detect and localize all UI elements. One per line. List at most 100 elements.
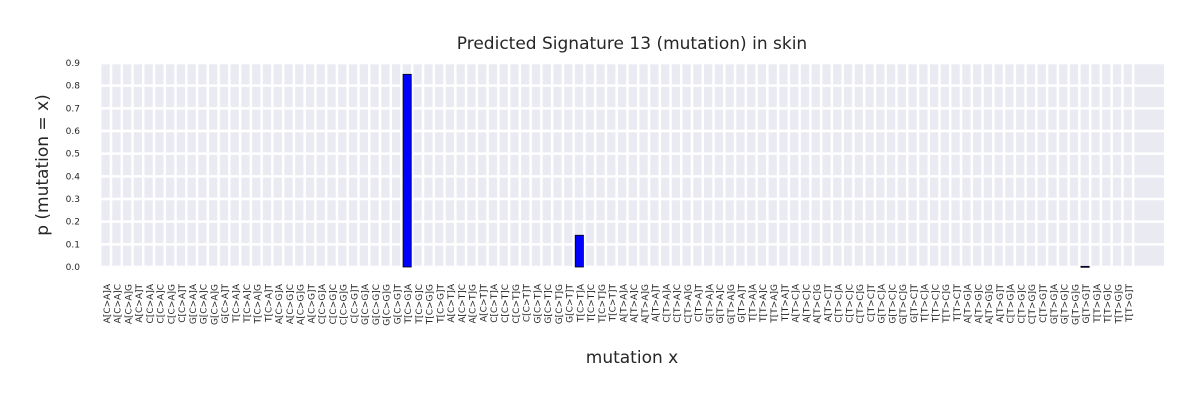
x-tick-label: T[T>C]C xyxy=(931,284,941,323)
x-tick-label: C[T>A]T xyxy=(695,283,705,322)
x-tick-label: C[C>A]G xyxy=(167,284,177,324)
x-tick-label: A[C>A]A xyxy=(103,283,113,323)
x-tick-label: T[C>T]T xyxy=(609,284,619,323)
x-tick-label: A[C>G]T xyxy=(307,284,317,324)
x-tick-label: A[T>C]C xyxy=(802,284,812,323)
y-axis-label: p (mutation = x) xyxy=(33,94,53,236)
x-tick-label: C[T>C]G xyxy=(856,284,866,324)
x-tick-label: G[C>A]G xyxy=(210,284,220,325)
x-tick-label: C[T>G]A xyxy=(1007,283,1017,323)
x-tick-label: T[T>G]A xyxy=(1093,283,1103,324)
y-tick-label: 0.4 xyxy=(66,172,81,182)
x-tick-label: A[C>A]T xyxy=(135,284,145,323)
x-tick-label: T[C>T]C xyxy=(587,284,597,323)
x-tick-label: C[T>C]A xyxy=(835,283,845,323)
x-tick-label: T[T>C]A xyxy=(921,283,931,323)
x-tick-label: G[C>G]T xyxy=(393,284,403,325)
x-tick-label: A[C>G]A xyxy=(275,283,285,324)
y-tick-label: 0.6 xyxy=(66,127,81,137)
x-tick-label: A[T>G]T xyxy=(996,284,1006,323)
x-tick-label: G[T>G]C xyxy=(1061,284,1071,324)
x-tick-label: C[T>C]C xyxy=(845,284,855,323)
x-tick-label: A[C>A]G xyxy=(124,284,134,324)
x-tick-label: T[C>A]A xyxy=(232,283,242,324)
x-tick-label: T[C>A]G xyxy=(254,284,264,325)
x-tick-label: C[T>A]A xyxy=(662,283,672,323)
x-tick-label: T[T>G]C xyxy=(1104,284,1114,324)
x-tick-label: G[C>A]T xyxy=(221,284,231,324)
x-tick-label: C[T>A]C xyxy=(673,284,683,323)
x-tick-label: A[C>T]C xyxy=(458,284,468,323)
x-tick-label: T[T>G]G xyxy=(1114,284,1124,325)
x-tick-labels: A[C>A]A A[C>A]C A[C>A]G A[C>A]T C[C>A]A C[C>A… xyxy=(103,283,1135,326)
x-tick-label: C[C>G]T xyxy=(350,284,360,324)
x-tick-label: A[C>G]C xyxy=(286,284,296,324)
x-tick-label: T[T>C]G xyxy=(942,284,952,324)
x-tick-label: T[T>A]C xyxy=(759,284,769,323)
x-tick-label: G[T>C]A xyxy=(878,283,888,323)
x-tick-label: C[T>G]G xyxy=(1028,284,1038,324)
x-tick-label: G[T>G]G xyxy=(1071,284,1081,325)
x-tick-label: T[C>G]T xyxy=(436,284,446,324)
x-tick-label: A[T>A]C xyxy=(630,284,640,323)
chart-title: Predicted Signature 13 (mutation) in ski… xyxy=(457,34,807,54)
x-tick-label: G[C>A]C xyxy=(200,284,210,324)
x-tick-label: G[T>C]T xyxy=(910,284,920,323)
bar xyxy=(574,234,584,268)
y-tick-label: 0.1 xyxy=(66,240,80,250)
x-tick-label: T[C>G]A xyxy=(404,283,414,324)
bar xyxy=(402,73,412,268)
x-tick-label: G[C>G]C xyxy=(372,284,382,325)
x-tick-label: C[C>T]C xyxy=(501,284,511,323)
x-tick-label: G[C>T]A xyxy=(533,283,543,323)
x-tick-label: A[C>T]G xyxy=(469,284,479,324)
x-tick-label: C[T>G]C xyxy=(1017,284,1027,324)
x-tick-label: G[T>A]T xyxy=(738,284,748,323)
x-tick-label: G[T>C]G xyxy=(899,284,909,324)
x-tick-label: A[C>T]A xyxy=(447,283,457,323)
x-tick-label: T[T>C]T xyxy=(953,284,963,323)
bars xyxy=(402,73,1090,268)
x-tick-label: G[T>A]A xyxy=(705,283,715,323)
x-tick-label: A[T>C]T xyxy=(824,283,834,322)
y-tick-label: 0.5 xyxy=(66,150,80,160)
x-tick-label: T[C>T]G xyxy=(598,284,608,324)
x-tick-label: A[T>G]C xyxy=(974,284,984,323)
x-tick-label: G[C>A]A xyxy=(189,283,199,324)
x-tick-label: A[T>G]A xyxy=(964,283,974,323)
x-tick-label: G[T>G]A xyxy=(1050,283,1060,324)
y-tick-label: 0.9 xyxy=(66,59,81,69)
x-tick-label: C[T>A]G xyxy=(684,284,694,324)
bar xyxy=(1080,265,1090,268)
x-tick-label: T[C>G]C xyxy=(415,284,425,325)
x-axis-label: mutation x xyxy=(586,348,678,368)
x-tick-label: T[T>A]G xyxy=(770,284,780,324)
y-tick-label: 0.2 xyxy=(66,218,80,228)
x-tick-label: G[C>T]C xyxy=(544,284,554,324)
y-tick-label: 0.0 xyxy=(66,263,81,273)
x-tick-label: C[C>A]C xyxy=(157,284,167,324)
x-tick-label: C[T>C]T xyxy=(867,284,877,323)
x-tick-label: C[C>G]A xyxy=(318,283,328,324)
y-tick-labels: 0.0 0.1 0.2 0.3 0.4 0.5 0.6 0.7 0.8 0.9 xyxy=(66,59,81,273)
y-tick-label: 0.3 xyxy=(66,195,80,205)
x-tick-label: C[C>G]C xyxy=(329,284,339,324)
x-tick-label: T[C>T]A xyxy=(576,283,586,323)
x-tick-label: G[T>A]G xyxy=(727,284,737,324)
x-tick-label: T[C>A]C xyxy=(243,284,253,324)
y-tick-label: 0.7 xyxy=(66,104,80,114)
x-tick-label: C[C>A]T xyxy=(178,284,188,323)
x-tick-label: C[C>T]G xyxy=(512,284,522,324)
x-tick-label: A[T>G]G xyxy=(985,284,995,324)
x-tick-label: G[C>G]A xyxy=(361,283,371,325)
y-tick-label: 0.8 xyxy=(66,82,81,92)
x-tick-label: A[T>C]A xyxy=(792,283,802,323)
x-tick-label: T[T>A]A xyxy=(748,283,758,323)
x-tick-label: A[T>A]G xyxy=(641,284,651,323)
x-tick-label: T[C>A]T xyxy=(264,283,274,323)
x-tick-label: G[C>G]G xyxy=(383,284,393,326)
x-tick-label: A[T>C]G xyxy=(813,284,823,324)
x-tick-label: G[T>C]C xyxy=(888,284,898,324)
